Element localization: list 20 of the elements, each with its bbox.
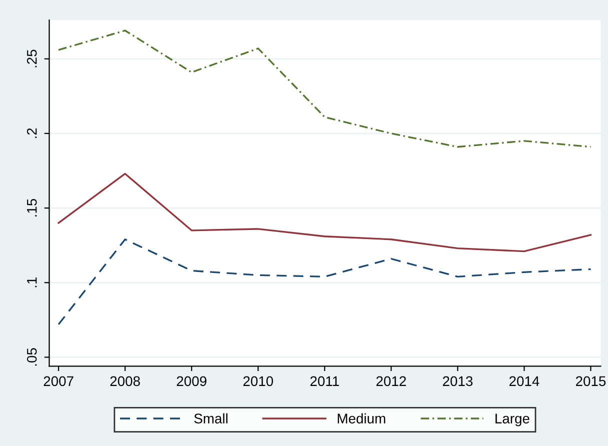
x-tick-label: 2013 [442,376,473,386]
y-tick-label: .15 [27,198,37,216]
legend-label: Medium [338,413,386,424]
x-tick-label: 2014 [509,376,540,386]
x-tick-label: 2015 [576,376,606,386]
x-tick-label: 2011 [310,376,339,386]
x-tick-label: 2009 [176,376,206,386]
y-tick-label: .2 [26,128,37,138]
x-tick-label: 2007 [44,376,74,386]
line-series [58,30,592,148]
y-tick-label: .05 [26,348,37,366]
line-series [58,238,592,326]
x-tick-label: 2012 [376,376,406,386]
line-series [58,172,592,252]
y-tick-label: .25 [26,50,37,68]
legend-label: Small [194,413,228,424]
legend-label: Large [496,414,530,426]
x-tick-label: 2008 [110,376,140,386]
y-tick-label: .1 [27,278,37,288]
x-tick-label: 2010 [243,376,274,386]
